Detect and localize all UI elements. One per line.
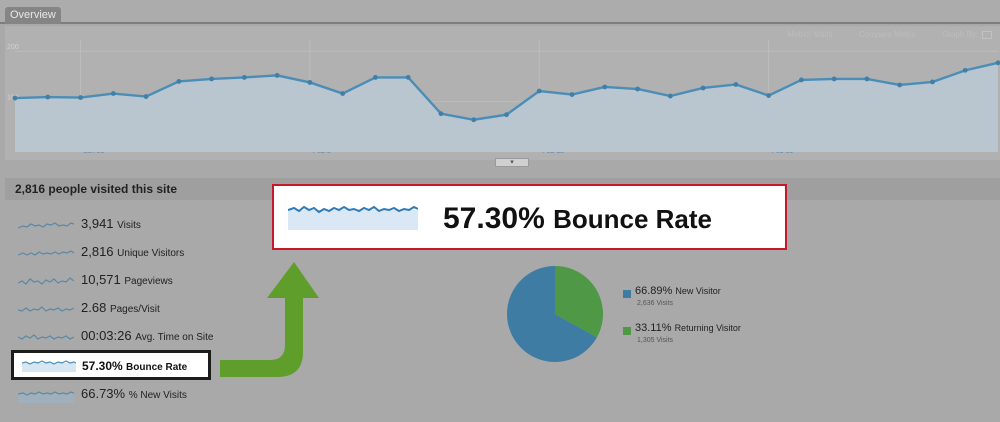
pie-slice-returning-visitor — [555, 266, 603, 338]
data-point[interactable] — [405, 75, 411, 80]
data-point[interactable] — [45, 94, 51, 100]
metric-value: 3,941 — [81, 216, 114, 231]
data-point[interactable] — [569, 92, 575, 97]
legend-swatch — [623, 290, 631, 298]
metric-label: Unique Visitors — [117, 248, 185, 259]
metric-label: Pages/Visit — [109, 304, 160, 315]
metric-bounce-rate[interactable]: 57.30% Bounce Rate — [11, 350, 211, 380]
tab-overview[interactable]: Overview — [5, 7, 61, 24]
metric-value: 00:03:26 — [81, 328, 132, 343]
legend-percent: 66.89% — [635, 285, 673, 297]
data-point[interactable] — [209, 76, 215, 82]
callout-value: 57.30% — [443, 202, 545, 235]
metric-value: 2.68 — [81, 300, 107, 315]
data-point[interactable] — [241, 75, 247, 80]
metric-label: Bounce Rate — [126, 362, 188, 373]
data-point[interactable] — [78, 95, 83, 100]
metric-label: % New Visits — [128, 390, 187, 401]
chart-area-fill — [15, 62, 998, 152]
data-point[interactable] — [176, 79, 182, 84]
data-point[interactable] — [635, 86, 640, 92]
data-point[interactable] — [340, 91, 346, 96]
metric-value: 66.73% — [81, 386, 126, 401]
metric-value: 10,571 — [81, 272, 121, 287]
data-point[interactable] — [864, 76, 870, 82]
sparkline-icon — [22, 360, 76, 372]
data-point[interactable] — [110, 91, 116, 96]
metric-label: Visits — [117, 220, 141, 231]
data-point[interactable] — [995, 60, 1000, 66]
legend-percent: 33.11% — [635, 322, 672, 334]
metric-selector[interactable]: Metric: Visits — [787, 30, 833, 39]
sparkline-icon — [18, 334, 74, 340]
metric-value: 57.30% — [82, 359, 123, 373]
data-point[interactable] — [438, 111, 444, 117]
chart-controls: Metric: Visits Compare Metric Graph By: — [763, 30, 992, 39]
legend-label: New Visitor — [675, 286, 721, 296]
data-point[interactable] — [962, 67, 968, 73]
data-point[interactable] — [897, 82, 903, 88]
data-point[interactable] — [733, 82, 739, 87]
calendar-icon[interactable] — [982, 30, 992, 39]
pie-slice-new-visitor — [507, 266, 597, 362]
sparkline-icon — [288, 205, 418, 230]
visits-chart-panel: 200100Jan 29Feb 5Feb 12Feb 19 Metric: Vi… — [5, 26, 1000, 160]
sparkline-icon — [18, 277, 74, 285]
green-arrow-icon — [220, 262, 319, 377]
data-point[interactable] — [143, 94, 149, 99]
data-point[interactable] — [536, 88, 542, 94]
data-point[interactable] — [799, 77, 804, 83]
bounce-rate-callout: 57.30% Bounce Rate — [272, 184, 787, 250]
compare-metric-selector[interactable]: Compare Metric — [858, 30, 916, 39]
metric-label: Avg. Time on Site — [135, 332, 214, 343]
legend-swatch — [623, 327, 631, 335]
graph-by-label: Graph By: — [941, 30, 978, 39]
chart-collapse-handle[interactable]: ▾ — [495, 158, 529, 167]
data-point[interactable] — [831, 76, 837, 82]
sparkline-icon — [18, 391, 74, 403]
data-point[interactable] — [307, 80, 313, 85]
y-tick-label: 200 — [7, 44, 19, 51]
data-point[interactable] — [930, 79, 935, 85]
sparkline-icon — [18, 306, 74, 312]
data-point[interactable] — [504, 112, 509, 118]
data-point[interactable] — [602, 84, 608, 90]
data-point[interactable] — [12, 95, 18, 101]
tab-bar: Overview — [0, 0, 1000, 24]
metric-value: 2,816 — [81, 244, 114, 259]
visitor-pie-chart — [507, 266, 603, 362]
data-point[interactable] — [373, 75, 378, 80]
legend-visits: 2,636 Visits — [637, 300, 674, 307]
data-point[interactable] — [471, 117, 477, 123]
data-point[interactable] — [667, 93, 673, 99]
metric-label: Pageviews — [124, 276, 173, 287]
sparkline-icon — [18, 222, 74, 229]
callout-label: Bounce Rate — [553, 204, 713, 234]
legend-visits: 1,305 Visits — [637, 337, 674, 344]
sparkline-icon — [18, 250, 74, 256]
visits-line-chart: 200100Jan 29Feb 5Feb 12Feb 19 — [7, 40, 1000, 155]
data-point[interactable] — [766, 93, 772, 98]
data-point[interactable] — [274, 72, 280, 78]
data-point[interactable] — [700, 85, 706, 91]
legend-label: Returning Visitor — [674, 323, 741, 333]
graph-by-selector[interactable]: Graph By: — [942, 30, 992, 39]
